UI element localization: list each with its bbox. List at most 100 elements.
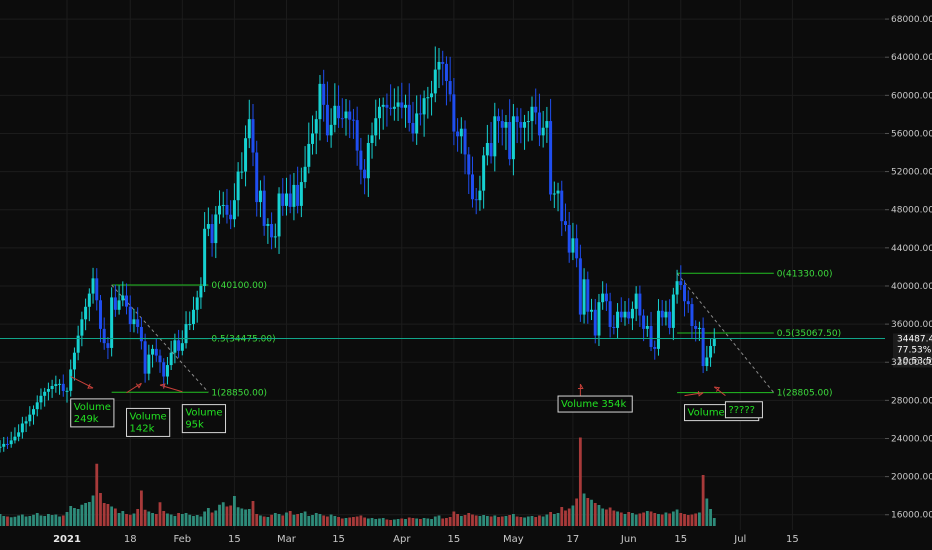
candle-body [50,386,54,389]
volume-bar [619,512,623,526]
annotation-arrow [126,382,142,394]
y-tick-label: 28000.00 [891,396,932,406]
y-tick-label: 36000.00 [891,320,932,330]
candle-body [333,105,337,125]
candle-body [359,150,363,170]
volume-bar [251,501,255,526]
candle-body [322,83,326,105]
volume-bar [608,507,612,526]
volume-bar [578,437,582,526]
y-tick-label: 56000.00 [891,129,932,139]
volume-bar [285,512,288,526]
volume-bar [493,515,497,526]
volume-bar [571,505,575,526]
volume-bar [214,510,218,526]
current-price-line: 34487.4677.53%10:53:54 [0,333,932,368]
volume-bar [671,511,675,526]
volume-bar [363,517,366,526]
bar-countdown-label: 10:53:54 [897,357,932,367]
volume-bar [32,514,35,526]
volume-bar [121,511,125,526]
x-tick-label: 18 [124,534,137,545]
candle-body [314,119,318,134]
volume-bar [61,515,65,526]
x-tick-label: Jul [733,534,746,545]
annotation-arrows[interactable] [70,376,726,398]
volume-bar [206,508,210,526]
volume-bar [277,514,281,526]
candle-body [203,228,207,286]
volume-bar [65,512,69,526]
candle-body [225,204,229,215]
fib-level-label: 0.5(35067.50) [777,329,841,339]
candle-body [407,104,411,123]
volume-bar [534,517,538,526]
time-axis[interactable]: 2021 18 Feb 15 Mar 15 Apr 15 May 17 Jun 15 Jul 15 [0,530,932,550]
volume-bar [73,508,76,526]
volume-bar [39,515,43,526]
candle-body [433,69,437,94]
candle-body [311,133,315,144]
candle-body [690,304,694,327]
candle-body [281,193,285,206]
volume-bar [556,513,560,526]
volume-bar [489,516,493,526]
candle-body [136,319,140,327]
price-axis[interactable]: 16000.00 20000.00 24000.00 28000.00 32000.00… [885,15,932,521]
candle-body [396,102,400,107]
candle-body [251,119,255,153]
candle-body [69,369,73,391]
volume-bar [169,514,173,526]
volume-bar [28,516,32,526]
volume-bar [110,506,114,526]
candle-body [664,311,668,318]
volume-bar [467,513,471,526]
candle-body [575,238,579,259]
candle-body [418,113,422,115]
volume-bar [199,516,203,526]
grid [0,0,885,530]
volume-bar [233,496,236,526]
candle-body [188,324,192,326]
volume-bar [95,463,99,526]
volume-bar [485,516,489,526]
candle-body [206,224,210,229]
candle-body [195,297,199,310]
annotation-text: Volume 204k [688,408,753,419]
annotation-text: Volume [74,402,111,413]
volume-bar [311,515,314,526]
volume-bar [355,516,359,526]
volume-bar [273,513,277,526]
candle-body [46,388,50,392]
volume-bar [344,518,348,526]
candle-body [552,193,556,195]
candle-body [43,391,47,396]
candle-body [493,116,497,157]
volume-bar [69,506,73,526]
candle-body [292,184,296,207]
candle-body [612,326,616,328]
volume-bar [244,509,247,526]
candle-body [80,319,84,336]
candle-body [132,319,136,325]
candle-body [519,122,523,128]
y-tick-label: 24000.00 [891,434,932,444]
volume-bar [143,509,147,526]
x-tick-label: 15 [786,534,799,545]
fibonacci-retracements[interactable]: 0(40100.00) 0.5(34475.00) 1(28850.00) 0(413… [111,269,841,399]
x-tick-label: 17 [567,534,580,545]
annotation-arrowhead [697,390,704,397]
candle-body [534,106,538,113]
y-tick-label: 32000.00 [891,358,932,368]
candle-body [113,297,117,310]
volume-bar [303,511,307,526]
candle-body [65,390,69,392]
annotation-text: 142k [130,423,155,434]
candle-body [20,423,24,433]
candle-body [593,309,597,336]
candle-body [139,326,143,342]
candle-body [244,138,248,172]
